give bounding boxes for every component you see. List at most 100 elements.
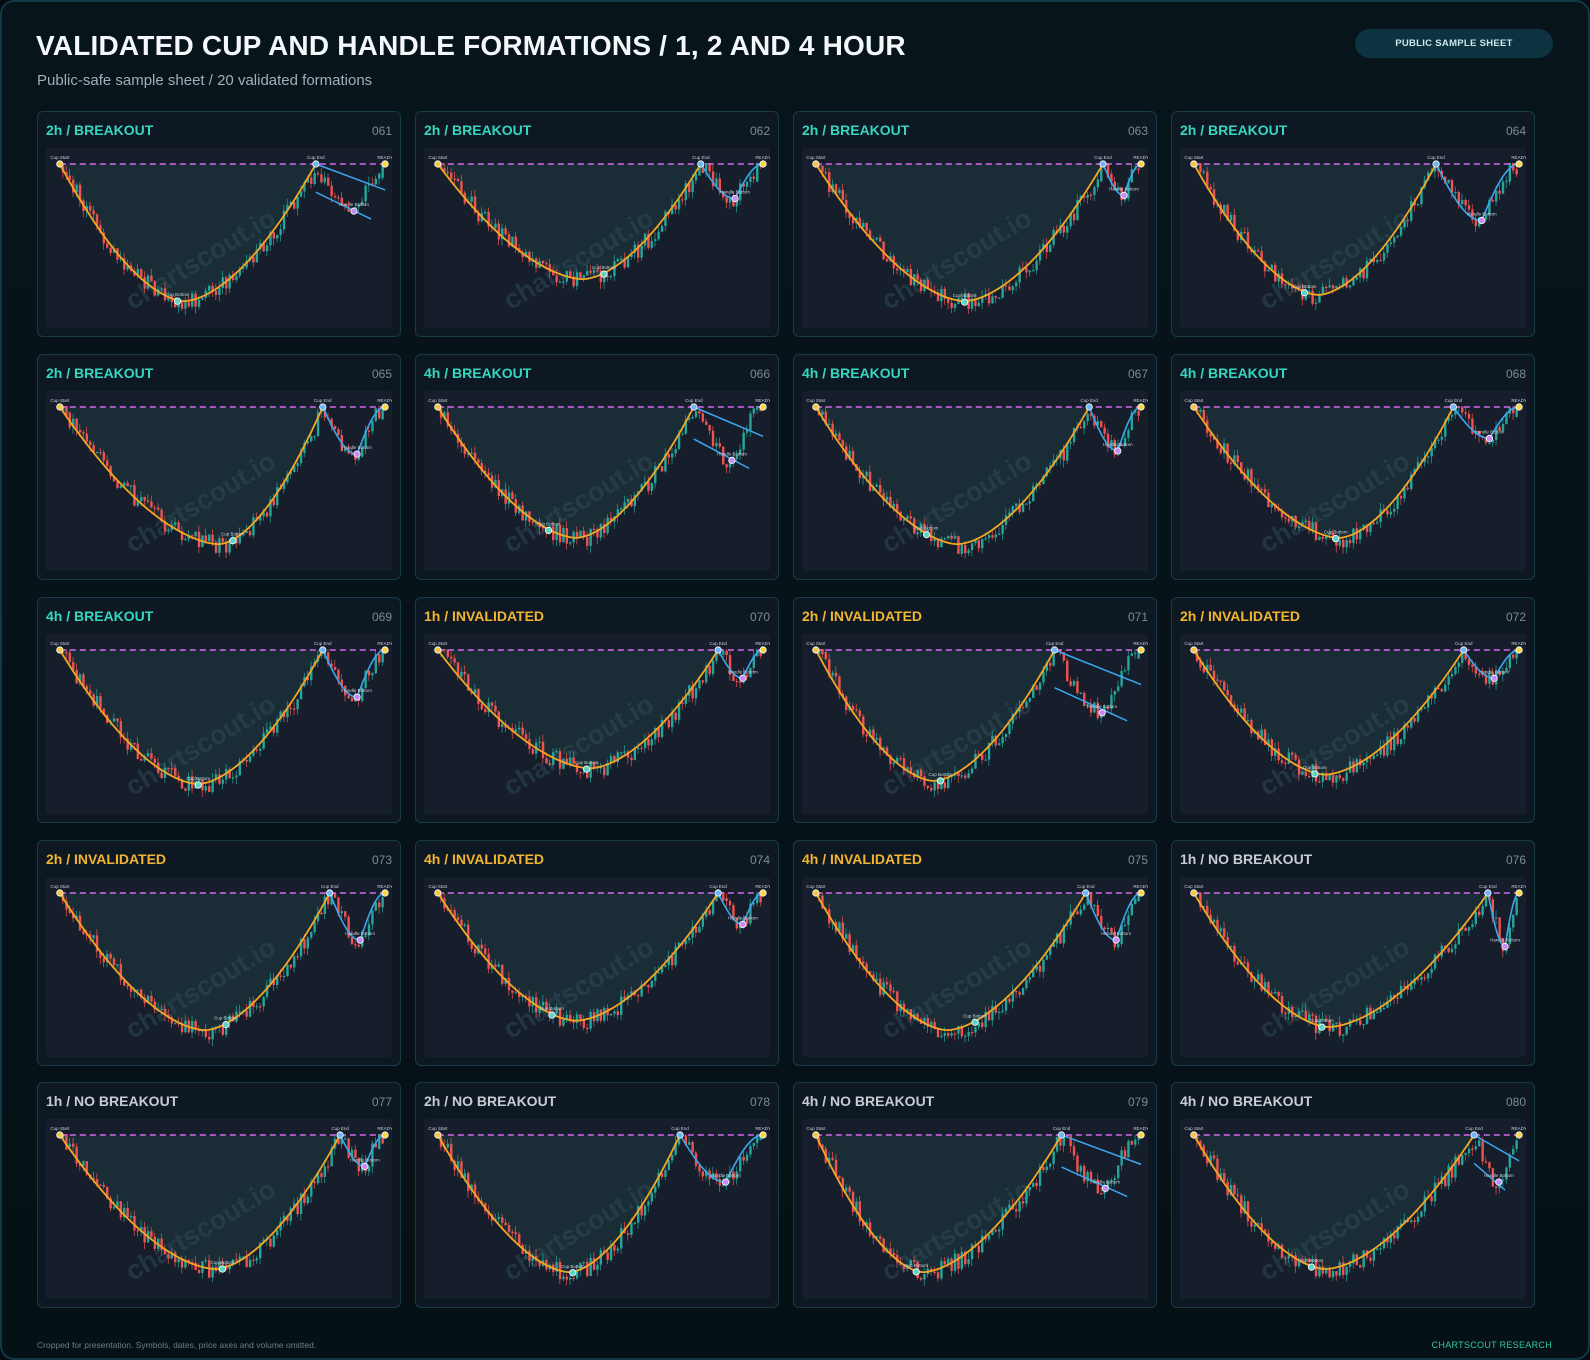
candle (623, 496, 626, 516)
candle (1389, 990, 1393, 1007)
candle (1427, 694, 1430, 713)
candle (269, 721, 272, 730)
candle (1216, 915, 1219, 936)
candle (184, 1255, 187, 1270)
formation-card-063[interactable]: 2h / BREAKOUT 063 chartscout.io Cup Start Cu… (793, 111, 1157, 337)
candle (1382, 248, 1386, 264)
candle (1335, 1270, 1338, 1281)
candle (109, 951, 112, 962)
ready-marker (759, 403, 767, 411)
candle (1467, 1143, 1471, 1158)
cup-bottom-label: Cup Bottom (214, 1016, 238, 1021)
formation-card-075[interactable]: 4h / INVALIDATED 075 chartscout.io Cup Star… (793, 840, 1157, 1066)
formation-card-080[interactable]: 4h / NO BREAKOUT 080 chartscout.io Cup Star… (1171, 1082, 1535, 1308)
formation-card-061[interactable]: 2h / BREAKOUT 061 chartscout.io Cup Start Cu… (37, 111, 401, 337)
formation-card-069[interactable]: 4h / BREAKOUT 069 chartscout.io Cup Start Cu… (37, 597, 401, 823)
candle (626, 1229, 630, 1241)
candle (1083, 419, 1086, 435)
candle (592, 523, 596, 537)
candle (745, 1151, 749, 1164)
candle (1471, 919, 1474, 930)
candle (1066, 443, 1069, 465)
candle (467, 920, 470, 946)
candle (960, 770, 964, 779)
candle (647, 229, 650, 251)
formation-card-066[interactable]: 4h / BREAKOUT 066 chartscout.io Cup Start Cu… (415, 354, 779, 580)
formation-card-067[interactable]: 4h / BREAKOUT 067 chartscout.io Cup Start Cu… (793, 354, 1157, 580)
formation-card-070[interactable]: 1h / INVALIDATED 070 chartscout.io Cup Star… (415, 597, 779, 823)
candle (1308, 772, 1311, 779)
formation-card-068[interactable]: 4h / BREAKOUT 068 chartscout.io Cup Start Cu… (1171, 354, 1535, 580)
formation-label: 4h / BREAKOUT (802, 365, 910, 381)
candle (225, 275, 228, 296)
candle (981, 290, 984, 309)
formation-card-062[interactable]: 2h / BREAKOUT 062 chartscout.io Cup Start Cu… (415, 111, 779, 337)
candle (749, 410, 752, 438)
formation-label: 4h / BREAKOUT (424, 365, 532, 381)
candle (943, 1256, 947, 1266)
candle (582, 526, 586, 541)
candle (940, 1030, 943, 1039)
candle (654, 462, 657, 489)
candle (150, 269, 153, 282)
formation-card-065[interactable]: 2h / BREAKOUT 065 chartscout.io Cup Start Cu… (37, 354, 401, 580)
formation-card-078[interactable]: 2h / NO BREAKOUT 078 chartscout.io Cup Star… (415, 1082, 779, 1308)
candle (1420, 1210, 1423, 1219)
cup-end-marker (319, 403, 327, 411)
candle (1127, 910, 1130, 932)
candle (613, 1008, 616, 1018)
candle (555, 523, 558, 547)
candle (1270, 502, 1274, 514)
cup-start-marker (812, 1131, 820, 1139)
candle (1250, 467, 1253, 494)
candle (85, 1161, 89, 1177)
handle-curve (679, 1134, 763, 1183)
ready-marker (1137, 646, 1145, 654)
candle (316, 1172, 320, 1186)
candle (313, 167, 316, 186)
candle (456, 177, 460, 183)
candle (126, 480, 129, 487)
cup-bottom-marker (1300, 289, 1309, 297)
formation-card-074[interactable]: 4h / INVALIDATED 074 chartscout.io Cup Star… (415, 840, 779, 1066)
candle (1035, 256, 1038, 275)
candle (555, 1003, 558, 1017)
candle (174, 1250, 177, 1268)
candle (1199, 163, 1202, 174)
candle (1025, 503, 1028, 505)
formation-card-071[interactable]: 2h / INVALIDATED 071 chartscout.io Cup Star… (793, 597, 1157, 823)
candle (1379, 253, 1382, 262)
formation-card-064[interactable]: 2h / BREAKOUT 064 chartscout.io Cup Start Cu… (1171, 111, 1535, 337)
candle (1345, 535, 1348, 554)
candle (926, 785, 930, 790)
candle (1079, 422, 1083, 429)
candle (728, 649, 732, 681)
cup-bottom-label: Cup Bottom (1324, 530, 1348, 535)
formation-card-079[interactable]: 4h / NO BREAKOUT 079 chartscout.io Cup Star… (793, 1082, 1157, 1308)
candle (327, 1160, 330, 1172)
candle (1209, 431, 1212, 443)
candle (701, 1170, 705, 1181)
formation-card-073[interactable]: 2h / INVALIDATED 073 chartscout.io Cup Star… (37, 840, 401, 1066)
candle (1359, 1263, 1362, 1269)
formation-card-072[interactable]: 2h / INVALIDATED 072 chartscout.io Cup Star… (1171, 597, 1535, 823)
candle (562, 1013, 565, 1028)
candle (824, 649, 828, 661)
formation-card-077[interactable]: 1h / NO BREAKOUT 077 chartscout.io Cup Star… (37, 1082, 401, 1308)
candle (364, 182, 367, 207)
candle (1471, 203, 1474, 224)
candle (1113, 1175, 1117, 1187)
candle (1045, 238, 1049, 259)
formation-card-076[interactable]: 1h / NO BREAKOUT 076 chartscout.io Cup Star… (1171, 840, 1535, 1066)
candle (163, 515, 167, 536)
candle (504, 225, 507, 236)
ready-label: READY (1511, 641, 1526, 646)
cup-start-label: Cup Start (1184, 1126, 1204, 1131)
handle-bottom-marker (356, 936, 364, 944)
candle (936, 1027, 940, 1039)
handle-bottom-label: Handle Bottom (345, 931, 375, 936)
candlestick-chart: chartscout.io Cup Start Cup End Cup Bottom H… (1180, 634, 1526, 814)
cup-bottom-label: Cup Bottom (963, 1013, 987, 1018)
cup-shading (1193, 1135, 1475, 1269)
candle (889, 1241, 892, 1259)
